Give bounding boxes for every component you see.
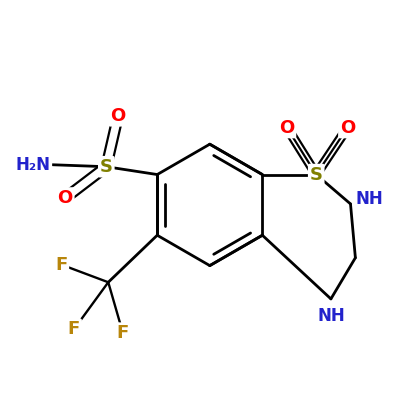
Text: NH: NH: [355, 190, 383, 208]
Text: O: O: [58, 189, 73, 207]
Text: F: F: [117, 324, 129, 342]
Text: NH: NH: [317, 307, 345, 325]
Text: O: O: [110, 107, 126, 125]
Text: O: O: [340, 118, 355, 136]
Text: H₂N: H₂N: [16, 156, 50, 174]
Text: O: O: [279, 118, 294, 136]
Text: S: S: [100, 158, 113, 176]
Text: S: S: [310, 166, 323, 184]
Text: F: F: [68, 320, 80, 338]
Text: F: F: [55, 256, 67, 274]
